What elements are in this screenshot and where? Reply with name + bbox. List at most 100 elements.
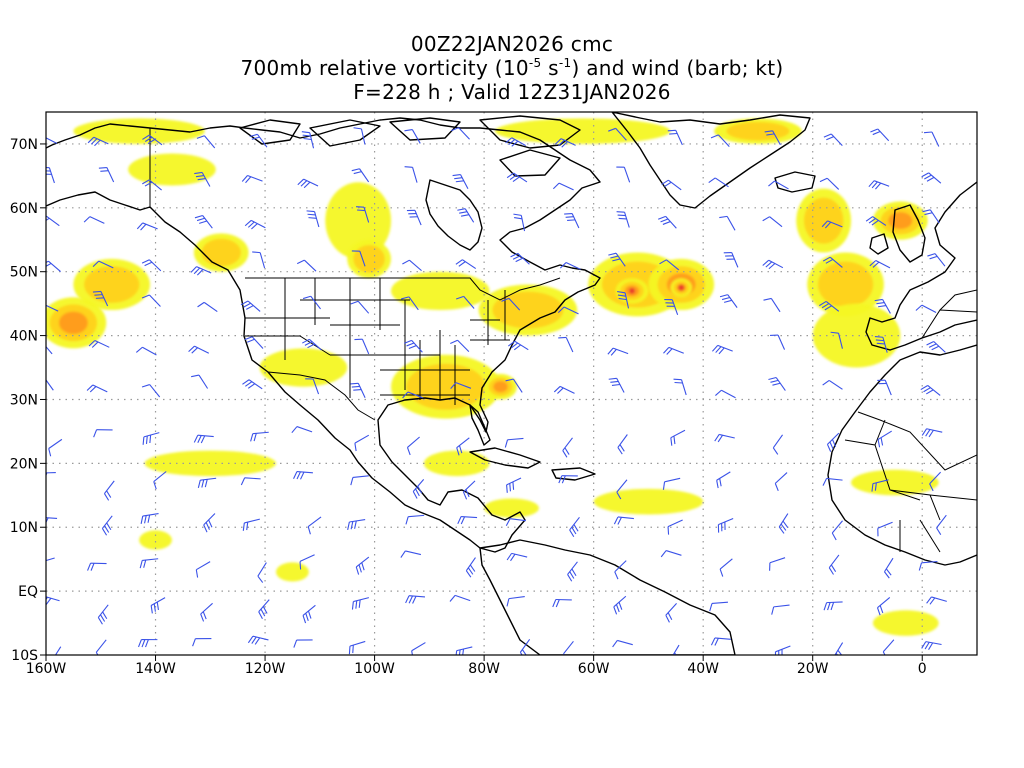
wind-barb [351,250,366,267]
vorticity-contour [144,450,277,477]
vorticity-feature [670,278,693,298]
wind-barb [244,336,264,349]
wind-barb [559,262,581,270]
wind-barb [402,391,424,399]
wind-barb [457,208,475,223]
wind-barb [450,127,470,140]
wind-barb [770,334,786,350]
wind-barb [305,378,320,395]
wind-barb [552,598,572,608]
wind-barb [355,556,370,575]
wind-barb [614,560,627,580]
wind-barb [141,259,162,272]
vorticity-feature [478,284,578,336]
wind-barb [46,260,61,273]
vorticity-contour [495,118,671,144]
wind-barb [607,347,629,356]
wind-barb [142,432,160,445]
x-axis-ticks: 160W 140W 120W 100W 80W 60W 40W 20W 0 [26,655,927,677]
coast-hudson-bay [425,179,483,251]
wind-barb [242,379,263,390]
border-us-canada [245,277,561,301]
wind-barb [354,338,370,355]
wind-barb [46,379,54,391]
wind-barb [92,260,114,269]
wind-barb [616,211,630,228]
wind-barb [405,595,426,604]
wind-barb [936,514,947,535]
wind-barb [569,516,580,538]
vorticity-feature [144,450,277,477]
title-line-field: 700mb relative vorticity (10-5 s-1) and … [0,56,1024,80]
vorticity-shading [46,118,939,636]
wind-barb [54,646,62,655]
border-us-mexico [267,371,376,421]
wind-barb [819,300,840,312]
wind-barb [716,471,731,489]
wind-barb [404,166,418,183]
wind-barb [616,166,631,183]
x-tick-label: 0 [918,661,927,677]
wind-barb [135,346,157,356]
wind-barb [874,335,888,353]
wind-barb [138,638,158,648]
wind-barb [86,384,108,393]
wind-barb [877,521,893,537]
vorticity-feature [593,488,704,515]
wind-barb [98,166,115,183]
wind-barb [921,641,942,651]
wind-barb [188,345,210,354]
vorticity-feature [812,303,901,368]
wind-barb [774,472,788,492]
wind-barb [821,220,843,229]
vorticity-feature [193,233,249,272]
wind-barb [306,210,320,228]
wind-barb [778,513,789,534]
wind-barb [353,127,366,145]
wind-barb [505,518,526,527]
vorticity-contour [493,381,508,393]
plot-frame [45,111,978,656]
vorticity-contour [139,530,172,550]
wind-barb [293,639,313,648]
wind-barb [456,295,475,309]
wind-barb [608,252,626,267]
vorticity-contour [812,303,901,368]
x-tick-label: 60W [578,661,610,677]
x-tick-label: 140W [135,661,176,677]
wind-barb [822,256,843,268]
wind-barb [519,639,531,655]
wind-barb [46,137,58,144]
wind-barb [101,515,113,536]
vorticity-feature [259,348,348,387]
wind-barb [558,475,578,484]
wind-barb [465,557,476,578]
wind-barb [877,430,893,448]
wind-barb [553,385,575,394]
wind-barb [870,128,890,142]
border-europe [921,289,977,339]
wind-barb [660,550,682,558]
vorticity-contour [201,238,241,267]
vorticity-contour [803,197,844,244]
title-field-text-1: 700mb relative vorticity (10 [240,56,529,80]
wind-barb [662,477,681,490]
wind-barb [301,131,315,149]
vorticity-contour [872,610,939,636]
wind-barb [926,340,946,353]
y-tick-label: 30N [10,392,38,408]
wind-barb [350,475,369,486]
wind-barb [192,638,212,647]
wind-barb [240,300,261,312]
y-tick-label: 20N [10,456,38,472]
wind-barb [665,602,677,623]
x-tick-label: 20W [797,661,829,677]
wind-barb [190,266,212,276]
wind-barb [921,428,943,438]
wind-barb [83,216,105,224]
wind-barb [291,426,313,434]
wind-barb [659,259,680,271]
x-tick-label: 100W [354,661,395,677]
x-tick-label: 80W [468,661,500,677]
wind-barb [95,639,107,655]
